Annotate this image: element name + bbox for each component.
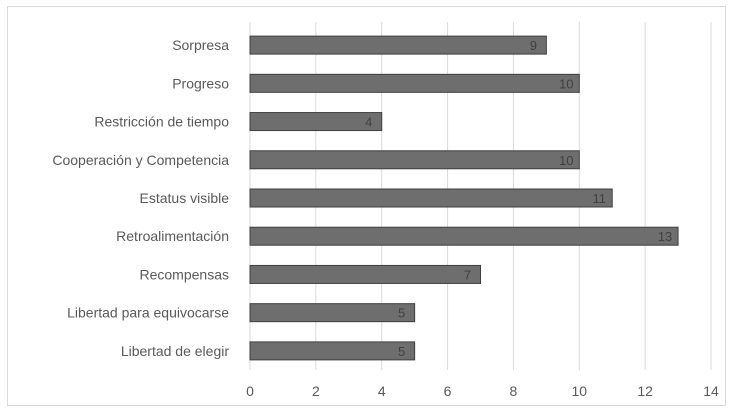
category-label: Restricción de tiempo <box>94 114 229 130</box>
category-label: Retroalimentación <box>116 228 229 244</box>
x-tick-label: 14 <box>703 383 719 399</box>
x-tick-label: 8 <box>510 383 518 399</box>
data-label: 10 <box>559 76 573 91</box>
category-label: Cooperación y Competencia <box>52 152 229 168</box>
bar <box>249 150 580 170</box>
category-label: Estatus visible <box>140 190 230 206</box>
data-label: 5 <box>398 306 405 321</box>
data-label: 10 <box>559 153 573 168</box>
data-label: 11 <box>592 191 606 206</box>
bar <box>249 226 679 246</box>
bar <box>249 73 580 93</box>
category-label: Libertad para equivocarse <box>67 305 229 321</box>
bar <box>249 188 613 208</box>
bar <box>249 35 547 55</box>
x-tick-label: 0 <box>246 383 254 399</box>
category-label: Sorpresa <box>172 37 229 53</box>
category-label: Progreso <box>172 75 229 91</box>
bar <box>249 112 383 132</box>
x-tick-label: 2 <box>312 383 320 399</box>
x-tick-label: 10 <box>571 383 587 399</box>
data-label: 7 <box>464 267 471 282</box>
bar <box>249 341 416 361</box>
bar <box>249 303 416 323</box>
x-tick-label: 4 <box>378 383 386 399</box>
category-label: Libertad de elegir <box>121 343 230 359</box>
data-label: 13 <box>658 229 672 244</box>
bar <box>249 264 481 284</box>
data-label: 5 <box>398 344 405 359</box>
data-label: 4 <box>365 115 372 130</box>
category-label: Recompensas <box>140 266 230 282</box>
data-label: 9 <box>530 38 537 53</box>
x-tick-label: 6 <box>444 383 452 399</box>
x-tick-label: 12 <box>637 383 653 399</box>
